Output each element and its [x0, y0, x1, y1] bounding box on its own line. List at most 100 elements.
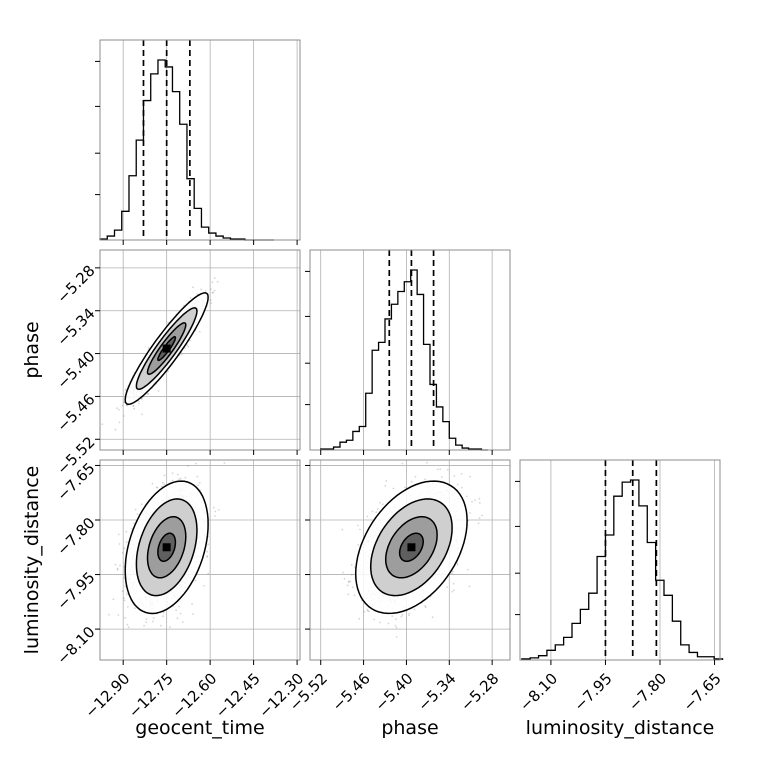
sample-point: [152, 617, 155, 619]
sample-point: [358, 617, 361, 620]
sample-point: [108, 613, 110, 616]
sample-point: [152, 620, 154, 623]
sample-point: [114, 563, 117, 566]
sample-point: [125, 530, 128, 533]
sample-point: [413, 608, 416, 611]
sample-point: [223, 462, 226, 464]
sample-point: [125, 404, 128, 407]
sample-point: [186, 465, 189, 467]
sample-point: [176, 473, 179, 476]
sample-point: [171, 472, 174, 474]
sample-point: [101, 423, 104, 426]
sample-point: [206, 555, 209, 558]
sample-point: [132, 404, 135, 407]
sample-point: [175, 609, 178, 612]
sample-point: [169, 626, 171, 629]
sample-point: [451, 590, 454, 593]
sample-point: [439, 468, 442, 471]
sample-point: [196, 293, 199, 295]
sample-point: [117, 533, 120, 536]
sample-point: [156, 486, 159, 489]
sample-point: [211, 281, 214, 284]
sample-point: [123, 547, 126, 550]
sample-point: [123, 577, 126, 579]
sample-point: [184, 476, 187, 479]
sample-point: [138, 402, 140, 405]
sample-point: [118, 408, 120, 411]
sample-point: [198, 481, 201, 484]
sample-point: [147, 346, 150, 349]
sample-point: [371, 510, 374, 513]
sample-point: [123, 599, 126, 602]
sample-point: [348, 581, 350, 584]
sample-point: [210, 299, 212, 301]
sample-point: [151, 482, 154, 485]
sample-point: [147, 392, 150, 395]
sample-point: [206, 550, 209, 553]
sample-point: [127, 606, 129, 608]
sample-point: [146, 393, 149, 395]
sample-point: [163, 474, 166, 477]
sample-point: [198, 330, 201, 333]
sample-point: [116, 568, 119, 571]
sample-point: [192, 613, 194, 615]
sample-point: [116, 567, 119, 570]
sample-point: [167, 370, 170, 373]
sample-point: [210, 288, 212, 290]
sample-point: [342, 571, 344, 574]
sample-point: [131, 527, 134, 530]
sample-point: [141, 413, 143, 416]
sample-point: [157, 390, 160, 392]
sample-point: [140, 398, 143, 400]
sample-point: [213, 289, 216, 292]
sample-point: [132, 405, 135, 407]
sample-point: [217, 509, 220, 511]
sample-point: [408, 612, 411, 615]
sample-point: [118, 543, 121, 545]
sample-point: [178, 605, 181, 608]
sample-point: [401, 613, 404, 616]
sample-point: [134, 508, 137, 511]
sample-point: [136, 513, 139, 516]
sample-point: [143, 624, 146, 627]
sample-point: [115, 407, 118, 410]
sample-point: [123, 401, 125, 404]
sample-point: [171, 479, 174, 482]
sample-point: [125, 541, 128, 544]
sample-point: [212, 291, 215, 294]
sample-point: [182, 621, 184, 623]
sample-point: [366, 610, 369, 612]
sample-point: [167, 321, 170, 324]
sample-point: [191, 602, 194, 605]
sample-point: [196, 475, 199, 478]
sample-point: [189, 339, 191, 342]
sample-point: [446, 468, 449, 471]
sample-point: [118, 421, 121, 424]
sample-point: [352, 586, 354, 589]
sample-point: [424, 605, 427, 607]
sample-point: [133, 407, 136, 410]
sample-point: [114, 428, 117, 431]
sample-point: [357, 524, 359, 527]
sample-point: [179, 612, 182, 615]
sample-point: [123, 597, 125, 600]
sample-point: [145, 621, 148, 623]
sample-point: [341, 528, 344, 531]
sample-point: [180, 353, 183, 356]
sample-point: [160, 624, 162, 627]
sample-point: [134, 607, 136, 609]
sample-point: [127, 626, 130, 629]
sample-point: [453, 589, 455, 592]
sample-point: [179, 477, 182, 480]
sample-point: [121, 552, 124, 554]
sample-point: [112, 598, 115, 601]
sample-point: [210, 302, 213, 304]
sample-point: [211, 291, 214, 294]
sample-point: [451, 572, 454, 575]
sample-point: [213, 277, 216, 279]
sample-point: [124, 616, 126, 619]
sample-point: [117, 614, 120, 616]
sample-point: [194, 462, 197, 465]
sample-point: [119, 564, 121, 567]
sample-point: [176, 617, 179, 620]
